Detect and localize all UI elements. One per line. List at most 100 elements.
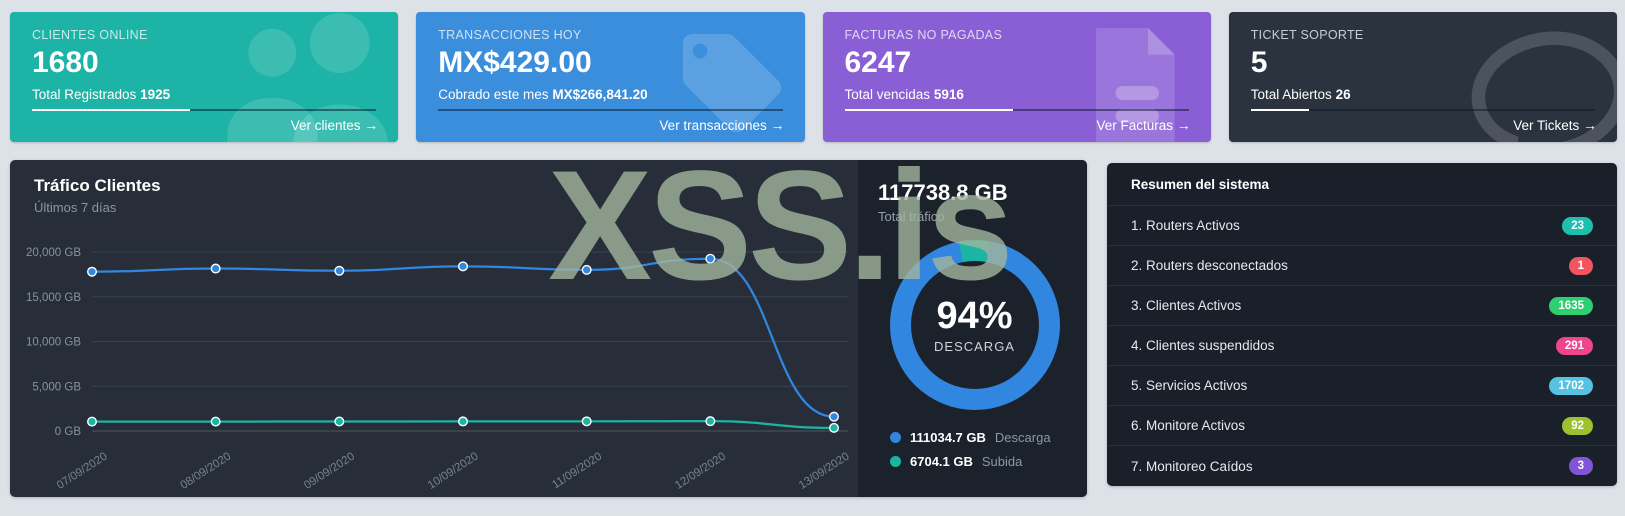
- ver-facturas-link[interactable]: Ver Facturas →: [1096, 117, 1191, 133]
- card-subtitle-text: Total Abiertos: [1250, 87, 1332, 102]
- stat-cards-row: CLIENTES ONLINE 1680 Total Registrados 1…: [10, 12, 1617, 142]
- descarga-dot-icon: [890, 431, 901, 443]
- legend-item-subida: 6704.1 GB Subida: [890, 449, 1071, 473]
- card-title: TICKET SOPORTE: [1250, 28, 1364, 42]
- data-point-descarga: [86, 266, 97, 277]
- ver-tickets-link[interactable]: Ver Tickets →: [1513, 117, 1597, 133]
- data-point-subida: [705, 416, 716, 427]
- count-badge: 291: [1555, 336, 1593, 355]
- subida-dot-icon: [890, 455, 901, 467]
- data-point-subida: [458, 416, 469, 427]
- progress-fill: [32, 109, 191, 111]
- chart-legend: 111034.7 GB Descarga 6704.1 GB Subida: [878, 425, 1071, 473]
- card-subtitle: Cobrado este mes MX$266,841.20: [438, 87, 782, 102]
- donut-chart: 94% DESCARGA: [889, 240, 1060, 410]
- progress-fill: [1250, 109, 1310, 111]
- progress-bar: [32, 109, 377, 111]
- progress-bar: [1250, 109, 1595, 111]
- data-point-descarga: [705, 253, 716, 264]
- card-subtitle-value: MX$266,841.20: [552, 87, 648, 102]
- card-value: MX$429.00: [438, 46, 592, 79]
- y-axis-tick: 15,000 GB: [26, 292, 81, 304]
- x-axis-tick: 10/09/2020: [426, 450, 481, 491]
- card-subtitle-text: Total vencidas: [844, 87, 931, 102]
- stat-card-clientes-online: CLIENTES ONLINE 1680 Total Registrados 1…: [10, 12, 399, 142]
- legend-value: 111034.7 GB: [910, 429, 986, 445]
- summary-row-label: 2. Routers desconectados: [1131, 258, 1288, 273]
- card-subtitle: Total Registrados 1925: [32, 87, 376, 102]
- x-axis-tick: 12/09/2020: [673, 450, 728, 491]
- summary-row-label: 6. Monitore Activos: [1131, 418, 1246, 433]
- progress-fill: [844, 109, 1014, 111]
- chart-title: Tráfico Clientes: [34, 176, 161, 195]
- x-axis-tick: 08/09/2020: [178, 450, 233, 491]
- traffic-summary-panel: 117738.8 GB Total tráfico 94% DESCARGA 1…: [858, 160, 1087, 497]
- traffic-line-chart: 0 GB 5,000 GB 10,000 GB 15,000 GB 20,000 GB 0…: [26, 247, 852, 492]
- arrow-right-icon: →: [364, 117, 379, 133]
- card-subtitle-value: 1925: [140, 87, 171, 102]
- data-point-subida: [829, 422, 840, 433]
- stat-card-ticket-soporte: TICKET SOPORTE 5 Total Abiertos 26 Ver T…: [1228, 12, 1617, 142]
- donut-label: DESCARGA: [934, 338, 1015, 354]
- legend-label: Subida: [981, 453, 1023, 469]
- summary-row-monitoreo-caidos[interactable]: 7. Monitoreo Caídos 3: [1107, 446, 1617, 486]
- arrow-right-icon: →: [1176, 117, 1191, 133]
- count-badge: 3: [1568, 457, 1593, 475]
- x-axis-tick: 07/09/2020: [55, 450, 110, 491]
- donut-center: 94% DESCARGA: [890, 240, 1060, 410]
- ver-clientes-link[interactable]: Ver clientes →: [290, 117, 379, 133]
- data-point-subida: [210, 416, 221, 427]
- y-axis-tick: 5,000 GB: [32, 381, 81, 393]
- card-subtitle: Total Abiertos 26: [1251, 87, 1595, 102]
- chart-header: Tráfico Clientes Últimos 7 días: [34, 176, 161, 215]
- data-point-descarga: [210, 263, 221, 274]
- summary-row-label: 5. Servicios Activos: [1131, 378, 1248, 393]
- total-traffic-value: 117738.8 GB: [878, 180, 1008, 205]
- summary-row-clientes-activos[interactable]: 3. Clientes Activos 1635: [1107, 286, 1617, 326]
- summary-row-label: 1. Routers Activos: [1131, 218, 1240, 233]
- card-value: 1680: [32, 46, 99, 79]
- main-row: Tráfico Clientes Últimos 7 días 0 GB 5,00…: [10, 160, 1617, 497]
- data-point-subida: [334, 416, 345, 427]
- traffic-chart-card: Tráfico Clientes Últimos 7 días 0 GB 5,00…: [10, 160, 1087, 497]
- count-badge: 23: [1562, 216, 1593, 235]
- card-subtitle-value: 5916: [933, 87, 964, 102]
- arrow-right-icon: →: [770, 117, 785, 133]
- summary-row-routers-activos[interactable]: 1. Routers Activos 23: [1107, 206, 1617, 246]
- summary-row-monitore-activos[interactable]: 6. Monitore Activos 92: [1107, 406, 1617, 446]
- card-title: TRANSACCIONES HOY: [438, 28, 582, 42]
- x-axis-tick: 09/09/2020: [302, 450, 357, 491]
- card-subtitle-value: 26: [1335, 87, 1351, 102]
- summary-row-clientes-suspendidos[interactable]: 4. Clientes suspendidos 291: [1107, 326, 1617, 366]
- card-subtitle-text: Total Registrados: [32, 87, 137, 102]
- stat-card-facturas-no-pagadas: FACTURAS NO PAGADAS 6247 Total vencidas …: [822, 12, 1211, 142]
- data-point-subida: [581, 416, 592, 427]
- progress-bar: [438, 109, 783, 111]
- line-series-descarga: [91, 257, 835, 418]
- card-value: 5: [1250, 46, 1268, 79]
- progress-bar: [844, 109, 1189, 111]
- summary-row-label: 7. Monitoreo Caídos: [1131, 458, 1253, 474]
- count-badge: 1: [1568, 256, 1593, 275]
- traffic-chart-area: Tráfico Clientes Últimos 7 días 0 GB 5,00…: [10, 160, 858, 497]
- x-axis-tick: 13/09/2020: [797, 450, 852, 491]
- y-axis-tick: 20,000 GB: [26, 247, 81, 259]
- summary-row-routers-desconectados[interactable]: 2. Routers desconectados 1: [1107, 246, 1617, 286]
- arrow-right-icon: →: [1583, 117, 1597, 133]
- total-traffic-label: Total tráfico: [878, 209, 945, 224]
- count-badge: 1635: [1549, 296, 1593, 315]
- legend-value: 6704.1 GB: [910, 453, 973, 469]
- count-badge: 92: [1562, 416, 1593, 435]
- x-axis-tick: 11/09/2020: [550, 450, 604, 491]
- summary-title: Resumen del sistema: [1107, 163, 1617, 206]
- card-subtitle: Total vencidas 5916: [845, 87, 1189, 102]
- stat-card-transacciones-hoy: TRANSACCIONES HOY MX$429.00 Cobrado este…: [416, 12, 805, 142]
- summary-row-label: 3. Clientes Activos: [1131, 298, 1242, 313]
- card-subtitle-text: Cobrado este mes: [438, 87, 549, 102]
- ver-transacciones-link[interactable]: Ver transacciones →: [659, 117, 785, 133]
- data-point-subida: [86, 416, 97, 427]
- y-axis-tick: 10,000 GB: [26, 337, 81, 349]
- y-axis-tick: 0 GB: [55, 426, 82, 438]
- summary-row-servicios-activos[interactable]: 5. Servicios Activos 1702: [1107, 366, 1617, 406]
